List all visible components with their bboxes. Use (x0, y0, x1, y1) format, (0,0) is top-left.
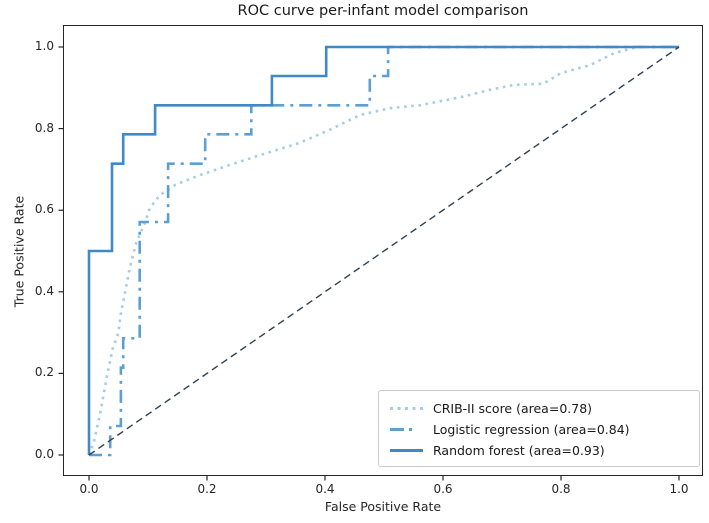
x-tick-label: 0.8 (551, 482, 571, 496)
legend: CRIB-II score (area=0.78) Logistic regre… (378, 390, 700, 467)
y-tick-label: 0.2 (34, 365, 54, 380)
legend-label-random-forest: Random forest (area=0.93) (433, 442, 605, 458)
x-tick-label: 0.6 (433, 482, 453, 496)
y-tick-label: 0.4 (34, 283, 54, 298)
solid-line-sample-icon (390, 448, 423, 452)
y-axis-label: True Positive Rate (11, 195, 27, 308)
x-axis-label: False Positive Rate (324, 499, 442, 514)
legend-label-logistic-regression: Logistic regression (area=0.84) (433, 421, 630, 437)
y-tick-label: 0.8 (34, 120, 54, 135)
legend-label-crib-ii: CRIB-II score (area=0.78) (433, 400, 593, 416)
x-tick-label: 0.4 (315, 482, 335, 496)
legend-item-random-forest: Random forest (area=0.93) (390, 440, 689, 460)
x-tick-label: 0.2 (197, 482, 217, 496)
y-tick-label: 1.0 (34, 39, 54, 53)
y-tick-label: 0.0 (34, 447, 54, 461)
random-forest-curve (87, 45, 679, 455)
crib-ii-score-curve (87, 45, 679, 456)
dashdot-line-sample-icon (390, 427, 423, 431)
x-tick-label: 1.0 (669, 482, 689, 496)
x-tick-label: 0.0 (79, 482, 99, 496)
legend-item-crib-ii: CRIB-II score (area=0.78) (390, 398, 689, 418)
legend-item-logistic-regression: Logistic regression (area=0.84) (390, 419, 689, 439)
y-tick-label: 0.6 (34, 202, 54, 217)
logistic-regression-curve (89, 45, 679, 457)
chart-title: ROC curve per-infant model comparison (237, 3, 529, 19)
chance-line-curve (88, 46, 680, 456)
dotted-line-sample-icon (390, 406, 423, 410)
